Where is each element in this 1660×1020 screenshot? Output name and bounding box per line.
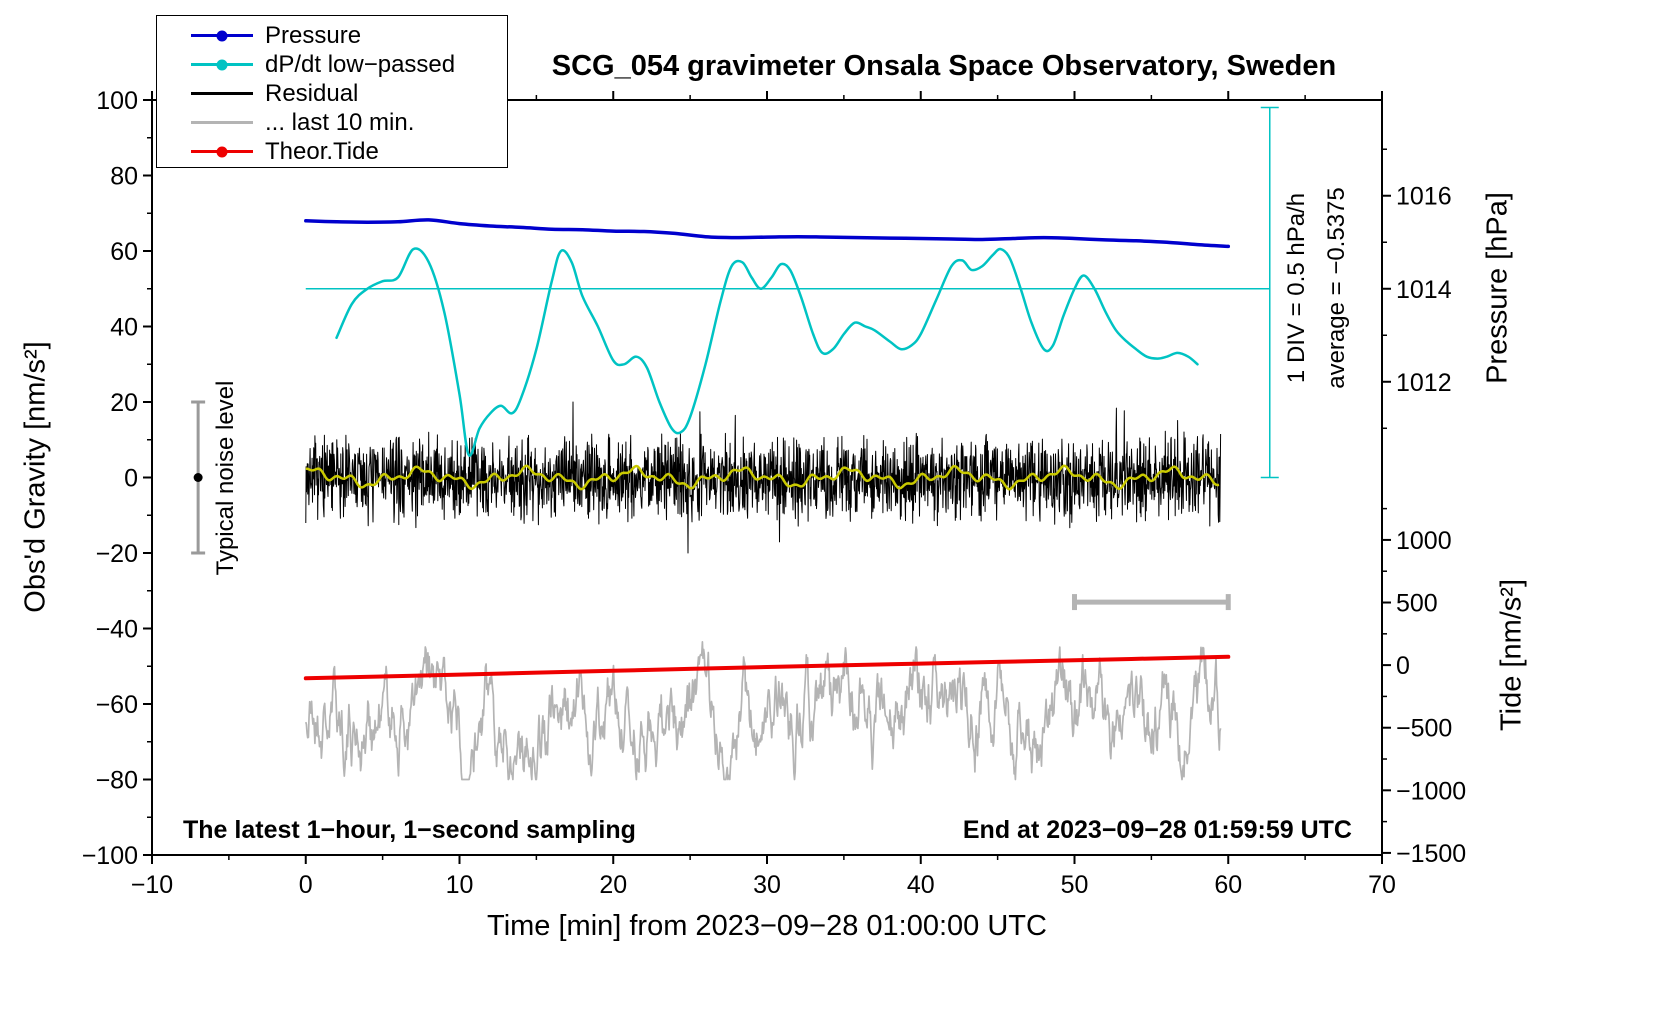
div-scale-note: 1 DIV = 0.5 hPa/h xyxy=(1283,192,1310,384)
svg-text:−1000: −1000 xyxy=(1396,777,1466,805)
svg-text:−1500: −1500 xyxy=(1396,840,1466,868)
svg-text:1012: 1012 xyxy=(1396,369,1452,397)
svg-text:−80: −80 xyxy=(96,767,138,795)
legend-item-residual: Residual xyxy=(157,79,507,108)
last10min-line-swatch xyxy=(191,121,253,124)
svg-text:20: 20 xyxy=(599,871,627,899)
svg-text:70: 70 xyxy=(1368,871,1396,899)
legend-label-dpdt: dP/dt low−passed xyxy=(265,50,456,78)
theor-tide-dot-marker xyxy=(216,146,228,157)
legend-label-residual: Residual xyxy=(265,79,359,107)
svg-text:−10: −10 xyxy=(131,871,173,899)
pressure-dot-marker xyxy=(216,30,228,41)
svg-text:−60: −60 xyxy=(96,691,138,719)
chart-title: SCG_054 gravimeter Onsala Space Observat… xyxy=(551,50,1337,82)
svg-text:500: 500 xyxy=(1396,590,1438,618)
legend-item-pressure: Pressure xyxy=(157,21,507,50)
svg-text:30: 30 xyxy=(753,871,781,899)
end-time-note: End at 2023−09−28 01:59:59 UTC xyxy=(962,816,1352,844)
dpdt-line-swatch xyxy=(191,59,253,70)
legend-item-last10min: ... last 10 min. xyxy=(157,108,507,137)
svg-text:0: 0 xyxy=(1396,652,1410,680)
residual-line-swatch xyxy=(191,92,253,95)
svg-text:10: 10 xyxy=(446,871,474,899)
svg-text:60: 60 xyxy=(110,238,138,266)
svg-text:1016: 1016 xyxy=(1396,183,1452,211)
sampling-note: The latest 1−hour, 1−second sampling xyxy=(183,816,636,844)
svg-text:80: 80 xyxy=(110,163,138,191)
legend-item-theor-tide: Theor.Tide xyxy=(157,137,507,166)
svg-text:0: 0 xyxy=(124,465,138,493)
legend-label-last10min: ... last 10 min. xyxy=(265,108,415,136)
svg-text:0: 0 xyxy=(299,871,313,899)
svg-text:−40: −40 xyxy=(96,616,138,644)
pressure-line-swatch xyxy=(191,30,253,41)
x-axis-label: Time [min] from 2023−09−28 01:00:00 UTC xyxy=(487,910,1047,942)
svg-text:100: 100 xyxy=(96,87,138,115)
average-note: average = −0.5375 xyxy=(1323,187,1350,389)
svg-text:50: 50 xyxy=(1061,871,1089,899)
legend: Pressure dP/dt low−passed Residual ... l… xyxy=(156,15,508,168)
y-axis-label-gravity: Obs'd Gravity [nm/s²] xyxy=(19,341,52,613)
svg-text:40: 40 xyxy=(907,871,935,899)
svg-text:−20: −20 xyxy=(96,540,138,568)
svg-text:1000: 1000 xyxy=(1396,527,1452,555)
dpdt-dot-marker xyxy=(216,59,228,70)
svg-text:−100: −100 xyxy=(82,842,138,870)
svg-text:1014: 1014 xyxy=(1396,276,1452,304)
noise-level-label: Typical noise level xyxy=(212,380,239,576)
y-axis-label-tide: Tide [nm/s²] xyxy=(1495,578,1528,732)
svg-text:20: 20 xyxy=(110,389,138,417)
svg-text:−500: −500 xyxy=(1396,715,1452,743)
legend-item-dpdt: dP/dt low−passed xyxy=(157,50,507,79)
svg-text:40: 40 xyxy=(110,314,138,342)
legend-label-theor-tide: Theor.Tide xyxy=(265,137,379,165)
legend-label-pressure: Pressure xyxy=(265,21,362,49)
y-axis-label-pressure: Pressure [hPa] xyxy=(1481,192,1514,384)
theor-tide-line-swatch xyxy=(191,146,253,157)
svg-text:60: 60 xyxy=(1214,871,1242,899)
